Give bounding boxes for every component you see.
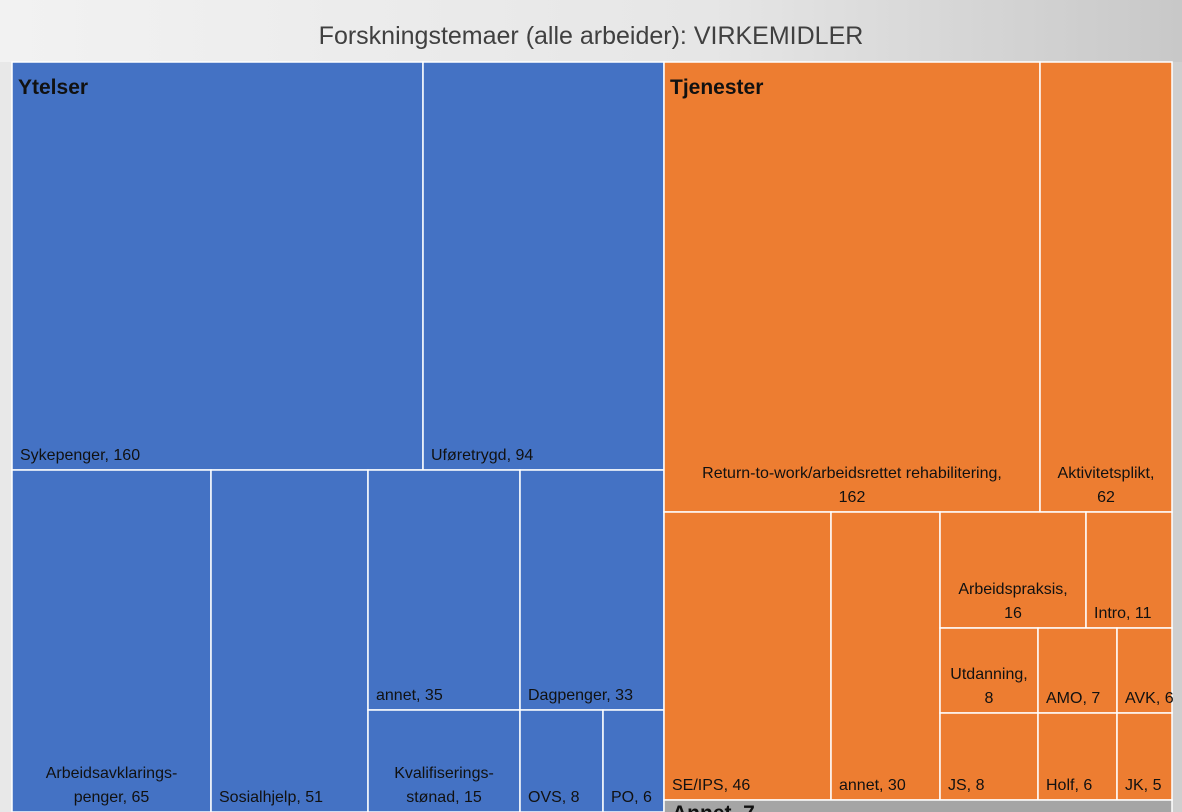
tile <box>11 61 424 471</box>
tile-label: Aktivitetsplikt, 62 <box>1058 465 1155 506</box>
frame-right <box>1172 62 1182 812</box>
tile-label: AMO, 7 <box>1046 690 1100 707</box>
tile <box>939 712 1039 801</box>
label-line: Arbeidsavklarings- <box>46 765 178 782</box>
tile-label: Sosialhjelp, 51 <box>219 789 323 806</box>
tile <box>663 799 1173 812</box>
tile <box>11 469 212 812</box>
tile-label: Arbeidspraksis, 16 <box>958 581 1067 622</box>
tile-label: Intro, 11 <box>1094 605 1152 622</box>
tile <box>663 511 832 801</box>
frame-left <box>0 62 12 812</box>
label-line: Arbeidspraksis, <box>958 581 1067 598</box>
label-line: 16 <box>1004 605 1022 622</box>
tile-label: PO, 6 <box>611 789 652 806</box>
tile-label: Utdanning, 8 <box>950 666 1027 707</box>
tile <box>1116 712 1173 801</box>
group-label: Ytelser <box>18 76 88 99</box>
tile <box>939 511 1087 629</box>
tile-label: Dagpenger, 33 <box>528 687 633 704</box>
tile-label: AVK, 6 <box>1125 690 1174 707</box>
tile-label: Return-to-work/arbeidsrettet rehabiliter… <box>702 465 1002 506</box>
tile <box>663 61 1041 513</box>
tile <box>1085 511 1173 629</box>
tile <box>1039 61 1173 513</box>
tile-label: annet, 35 <box>376 687 443 704</box>
label-line: 162 <box>839 489 866 506</box>
tile-label: Kvalifiserings-stønad, 15 <box>394 765 494 806</box>
label-line: Kvalifiserings- <box>394 765 494 782</box>
group-label: Annet, 7 <box>672 802 755 812</box>
label-line: Aktivitetsplikt, <box>1058 465 1155 482</box>
tile <box>210 469 369 812</box>
tile-label: annet, 30 <box>839 777 906 794</box>
tile-label: Arbeidsavklarings-penger, 65 <box>46 765 178 806</box>
tile-label: Sykepenger, 160 <box>20 447 140 464</box>
tile-label: Holf, 6 <box>1046 777 1092 794</box>
tile-label: OVS, 8 <box>528 789 580 806</box>
label-line: stønad, 15 <box>406 789 482 806</box>
tile <box>830 511 941 801</box>
tile <box>1116 627 1173 714</box>
tile-label: JK, 5 <box>1125 777 1162 794</box>
chart-title: Forskningstemaer (alle arbeider): VIRKEM… <box>319 22 864 50</box>
label-line: Utdanning, <box>950 666 1027 683</box>
label-line: 8 <box>985 690 994 707</box>
label-line: Return-to-work/arbeidsrettet rehabiliter… <box>702 465 1002 482</box>
title-bar <box>0 0 1182 62</box>
tile <box>367 469 521 711</box>
tile-label: JS, 8 <box>948 777 985 794</box>
group-label: Tjenester <box>670 76 763 99</box>
tile-label: SE/IPS, 46 <box>672 777 750 794</box>
tile-label: Uføretrygd, 94 <box>431 447 533 464</box>
label-line: 62 <box>1097 489 1115 506</box>
tile <box>519 469 665 711</box>
label-line: penger, 65 <box>74 789 150 806</box>
tile <box>422 61 665 471</box>
